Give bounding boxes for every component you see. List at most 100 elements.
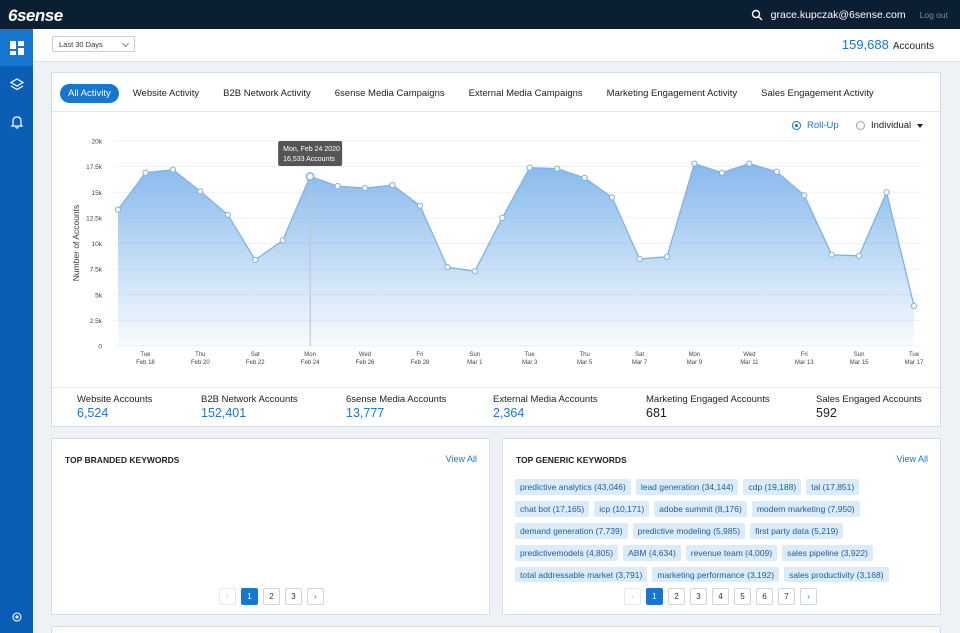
- page-button[interactable]: 5: [734, 588, 751, 605]
- x-tick-label: Sun Mar 1: [467, 352, 483, 366]
- data-point[interactable]: [416, 202, 424, 209]
- keyword-chip[interactable]: cdp (19,188): [743, 479, 802, 495]
- data-point[interactable]: [910, 302, 918, 310]
- data-point[interactable]: [856, 252, 863, 259]
- accounts-count[interactable]: 159,688: [841, 37, 889, 52]
- tab-sales-engagement-activity[interactable]: Sales Engagement Activity: [761, 88, 874, 99]
- data-point[interactable]: [746, 160, 753, 167]
- data-point[interactable]: [279, 237, 286, 244]
- accounts-total: 159,688 Accounts: [842, 37, 934, 52]
- page-button[interactable]: 1: [646, 588, 663, 605]
- keyword-chip[interactable]: total addressable market (3,791): [515, 567, 648, 582]
- data-point[interactable]: [169, 166, 176, 173]
- tab-website-activity[interactable]: Website Activity: [132, 88, 200, 99]
- data-point[interactable]: [389, 181, 396, 189]
- tab-b2b-network-activity[interactable]: B2B Network Activity: [223, 88, 311, 99]
- data-point[interactable]: [773, 168, 780, 175]
- page-button[interactable]: 3: [285, 588, 302, 605]
- keyword-chip[interactable]: revenue team (4,009): [685, 545, 778, 561]
- keyword-chip[interactable]: predictive modeling (5,985): [632, 523, 746, 539]
- metric-b2b-network-accounts[interactable]: B2B Network Accounts 152,401: [201, 394, 298, 420]
- next-page-button[interactable]: ›: [307, 588, 324, 605]
- logout-link[interactable]: Log out: [919, 9, 948, 20]
- data-point[interactable]: [883, 189, 890, 196]
- brand-logo[interactable]: 6sense: [8, 6, 63, 25]
- next-page-button[interactable]: ›: [800, 588, 817, 605]
- data-point[interactable]: [114, 206, 122, 213]
- area-fill: [118, 163, 914, 346]
- sidebar-item-layers[interactable]: [0, 66, 33, 103]
- search-icon[interactable]: [751, 9, 763, 21]
- date-range-select[interactable]: Last 30 Days: [52, 36, 135, 52]
- keyword-chip[interactable]: ABM (4,634): [623, 545, 681, 561]
- page-button[interactable]: 3: [690, 588, 707, 605]
- x-tick-label: Tue Mar 3: [522, 352, 538, 366]
- page-button[interactable]: 1: [241, 588, 258, 605]
- data-point[interactable]: [691, 160, 698, 167]
- sidebar: [0, 29, 33, 633]
- keyword-chip[interactable]: modern marketing (7,950): [751, 501, 860, 517]
- rollup-radio[interactable]: Roll-Up: [792, 120, 839, 131]
- metric-value: 681: [646, 406, 667, 420]
- page-button[interactable]: 6: [756, 588, 773, 605]
- prev-page-button[interactable]: ‹: [219, 588, 236, 605]
- individual-radio[interactable]: Individual: [856, 120, 924, 131]
- data-point[interactable]: [636, 255, 643, 262]
- sidebar-item-notifications[interactable]: [0, 103, 33, 140]
- data-point[interactable]: [499, 214, 506, 221]
- tab-all-activity[interactable]: All Activity: [60, 84, 119, 103]
- sidebar-item-dashboard[interactable]: [0, 29, 33, 66]
- keyword-chip[interactable]: sales pipeline (3,922): [782, 545, 873, 561]
- data-point[interactable]: [608, 194, 616, 201]
- keyword-chip[interactable]: marketing performance (3,192): [652, 567, 780, 582]
- keyword-chip[interactable]: tal (17,851): [806, 479, 860, 495]
- data-point[interactable]: [361, 185, 369, 192]
- keyword-chip[interactable]: predictivemodels (4,805): [515, 545, 619, 561]
- tab-marketing-engagement-activity[interactable]: Marketing Engagement Activity: [606, 88, 738, 99]
- tab-6sense-media-campaigns[interactable]: 6sense Media Campaigns: [334, 88, 445, 99]
- keyword-chip[interactable]: predictive analytics (43,046): [515, 479, 631, 495]
- keyword-chip[interactable]: lead generation (34,144): [635, 479, 739, 495]
- x-tick-label: Thu Mar 5: [577, 352, 593, 366]
- data-point[interactable]: [471, 268, 478, 275]
- keyword-chip[interactable]: icp (10,171): [594, 501, 650, 517]
- user-email[interactable]: grace.kupczak@6sense.com: [770, 8, 906, 21]
- keyword-chip[interactable]: demand generation (7,739): [515, 523, 628, 539]
- page-button[interactable]: 2: [668, 588, 685, 605]
- page-button[interactable]: 2: [263, 588, 280, 605]
- keyword-chip[interactable]: sales productivity (3,168): [784, 567, 889, 582]
- x-tick-date: Mar 15: [850, 360, 869, 366]
- data-point[interactable]: [305, 172, 315, 181]
- keyword-chip-list: predictive analytics (43,046) lead genera…: [515, 479, 930, 582]
- data-point[interactable]: [142, 169, 149, 176]
- data-point[interactable]: [334, 183, 341, 190]
- metric-external-media-accounts[interactable]: External Media Accounts 2,364: [493, 394, 598, 420]
- data-point[interactable]: [224, 211, 231, 218]
- prev-page-button[interactable]: ‹: [624, 588, 641, 605]
- data-point[interactable]: [828, 251, 835, 258]
- metric-6sense-media-accounts[interactable]: 6sense Media Accounts 13,777: [346, 394, 446, 420]
- keyword-chip[interactable]: first party data (5,219): [750, 523, 844, 539]
- data-point[interactable]: [801, 192, 808, 199]
- branded-keywords-title: TOP BRANDED KEYWORDS: [65, 455, 180, 465]
- keyword-chip[interactable]: adobe summit (8,176): [654, 501, 747, 517]
- x-tick-day: Tue: [909, 352, 920, 358]
- page-button[interactable]: 7: [778, 588, 795, 605]
- x-tick-date: Feb 22: [246, 360, 265, 366]
- x-tick-label: Mon Mar 9: [687, 352, 703, 366]
- data-point[interactable]: [197, 188, 204, 195]
- data-point[interactable]: [526, 164, 533, 171]
- data-point[interactable]: [581, 174, 588, 182]
- branded-view-all-link[interactable]: View All: [445, 454, 477, 464]
- keyword-chip[interactable]: chat bot (17,165): [515, 501, 590, 517]
- data-point[interactable]: [718, 169, 725, 176]
- page-button[interactable]: 4: [712, 588, 729, 605]
- data-point[interactable]: [663, 253, 671, 260]
- tab-external-media-campaigns[interactable]: External Media Campaigns: [468, 88, 583, 99]
- sidebar-item-settings[interactable]: [0, 607, 33, 627]
- data-point[interactable]: [252, 256, 259, 263]
- metric-website-accounts[interactable]: Website Accounts 6,524: [77, 394, 152, 420]
- data-point[interactable]: [554, 165, 561, 172]
- generic-view-all-link[interactable]: View All: [896, 454, 928, 464]
- data-point[interactable]: [444, 263, 451, 271]
